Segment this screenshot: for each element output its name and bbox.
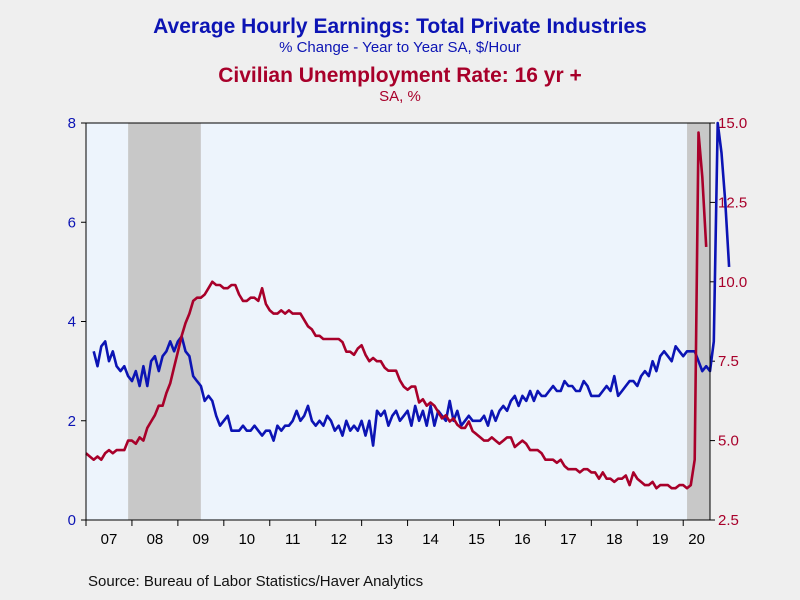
earnings-line	[92, 121, 731, 447]
y-right-tick-label: 5.0	[718, 433, 739, 450]
x-tick-label: 16	[514, 531, 531, 548]
y-left-tick-label: 6	[68, 214, 76, 231]
y-left-tick-label: 2	[68, 413, 76, 430]
x-tick-label: 07	[101, 531, 118, 548]
chart-title-2: Civilian Unemployment Rate: 16 yr +	[218, 64, 582, 87]
y-right-tick-label: 12.5	[718, 194, 747, 211]
x-tick-label: 14	[422, 531, 439, 548]
y-right-tick-label: 15.0	[718, 115, 747, 132]
y-right-tick-label: 10.0	[718, 274, 747, 291]
y-left-tick-label: 0	[68, 512, 76, 529]
recession-band	[128, 123, 201, 520]
x-tick-label: 08	[147, 531, 164, 548]
x-tick-label: 18	[606, 531, 623, 548]
x-tick-label: 10	[238, 531, 255, 548]
x-tick-label: 11	[285, 531, 301, 548]
x-tick-label: 20	[688, 531, 705, 548]
chart-title: Average Hourly Earnings: Total Private I…	[153, 15, 647, 38]
x-tick-label: 12	[330, 531, 347, 548]
x-tick-label: 09	[193, 531, 210, 548]
chart-subtitle: % Change - Year to Year SA, $/Hour	[279, 39, 521, 56]
source-note: Source: Bureau of Labor Statistics/Haver…	[88, 573, 424, 590]
x-tick-label: 19	[652, 531, 669, 548]
y-right-tick-label: 2.5	[718, 512, 739, 529]
plot-frame	[85, 122, 711, 521]
x-tick-label: 13	[376, 531, 393, 548]
x-tick-label: 15	[468, 531, 485, 548]
y-right-tick-label: 7.5	[718, 353, 739, 370]
y-left-tick-label: 4	[68, 314, 76, 331]
x-tick-label: 17	[560, 531, 577, 548]
y-left-tick-label: 8	[68, 115, 76, 132]
chart-subtitle-2: SA, %	[379, 88, 421, 105]
unemployment-line	[85, 131, 708, 490]
